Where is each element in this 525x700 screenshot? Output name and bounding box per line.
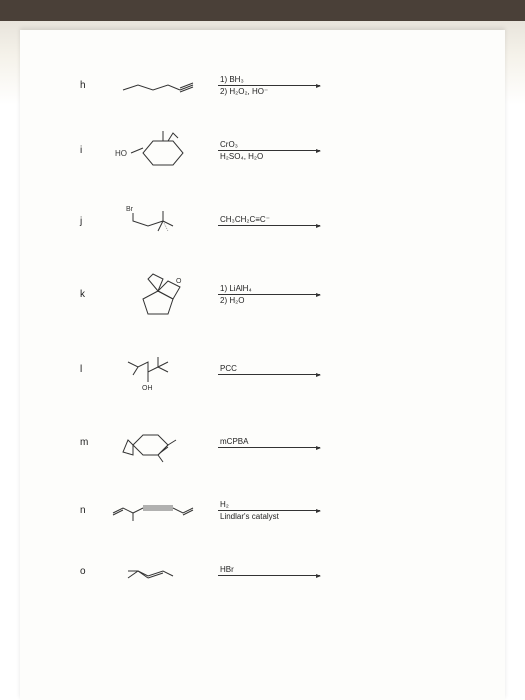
row-label: m bbox=[80, 437, 98, 448]
structure-n bbox=[98, 493, 218, 528]
reaction-row-m: m mCPBA bbox=[80, 420, 445, 465]
reagent-j: CH₃CH₂C≡C⁻ bbox=[218, 215, 445, 227]
reaction-row-l: l OH PCC bbox=[80, 347, 445, 392]
reagent-o: HBr bbox=[218, 565, 445, 577]
svg-text:O: O bbox=[176, 278, 182, 285]
row-label: k bbox=[80, 289, 98, 300]
structure-o bbox=[98, 556, 218, 586]
reaction-row-i: i HO CrO₃ H₂SO₄, H₂O bbox=[80, 128, 445, 173]
content-area: h 1) BH₃ 2) H₂O₂, HO⁻ i HO bbox=[20, 30, 505, 634]
row-label: n bbox=[80, 505, 98, 516]
svg-text:OH: OH bbox=[142, 385, 153, 392]
structure-m bbox=[98, 420, 218, 465]
reagent-i: CrO₃ H₂SO₄, H₂O bbox=[218, 140, 445, 161]
structure-i: HO bbox=[98, 128, 218, 173]
structure-l: OH bbox=[98, 347, 218, 392]
reagent-top: 1) LiAlH₄ bbox=[218, 284, 320, 295]
structure-h bbox=[98, 70, 218, 100]
reaction-row-n: n H₂ Lindlar's catalyst bbox=[80, 493, 445, 528]
reagent-n: H₂ Lindlar's catalyst bbox=[218, 500, 445, 521]
row-label: o bbox=[80, 566, 98, 577]
reagent-bot bbox=[218, 226, 222, 227]
reaction-row-k: k O 1) LiAlH₄ 2) H₂O bbox=[80, 269, 445, 319]
reagent-bot bbox=[218, 375, 222, 376]
structure-k: O bbox=[98, 269, 218, 319]
reagent-top: HBr bbox=[218, 565, 320, 576]
row-label: h bbox=[80, 80, 98, 91]
reagent-l: PCC bbox=[218, 364, 445, 376]
reagent-top: CH₃CH₂C≡C⁻ bbox=[218, 215, 320, 226]
reagent-top: CrO₃ bbox=[218, 140, 320, 151]
reagent-bot: 2) H₂O₂, HO⁻ bbox=[218, 86, 270, 96]
reagent-top: 1) BH₃ bbox=[218, 75, 320, 86]
row-label: i bbox=[80, 145, 98, 156]
row-label: j bbox=[80, 216, 98, 227]
reagent-bot: 2) H₂O bbox=[218, 295, 246, 305]
reagent-top: H₂ bbox=[218, 500, 320, 511]
reaction-row-h: h 1) BH₃ 2) H₂O₂, HO⁻ bbox=[80, 70, 445, 100]
paper-page: h 1) BH₃ 2) H₂O₂, HO⁻ i HO bbox=[20, 30, 505, 700]
reagent-top: mCPBA bbox=[218, 437, 320, 448]
reagent-bot: Lindlar's catalyst bbox=[218, 511, 281, 521]
structure-j: Br bbox=[98, 201, 218, 241]
reagent-k: 1) LiAlH₄ 2) H₂O bbox=[218, 284, 445, 305]
reagent-h: 1) BH₃ 2) H₂O₂, HO⁻ bbox=[218, 75, 445, 96]
svg-text:HO: HO bbox=[115, 149, 127, 158]
reagent-top: PCC bbox=[218, 364, 320, 375]
reagent-m: mCPBA bbox=[218, 437, 445, 449]
row-label: l bbox=[80, 364, 98, 375]
reaction-row-j: j Br CH₃CH₂C≡C⁻ bbox=[80, 201, 445, 241]
reagent-bot bbox=[218, 448, 222, 449]
reaction-row-o: o HBr bbox=[80, 556, 445, 586]
svg-text:Br: Br bbox=[126, 206, 134, 213]
reagent-bot: H₂SO₄, H₂O bbox=[218, 151, 265, 161]
reagent-bot bbox=[218, 576, 222, 577]
